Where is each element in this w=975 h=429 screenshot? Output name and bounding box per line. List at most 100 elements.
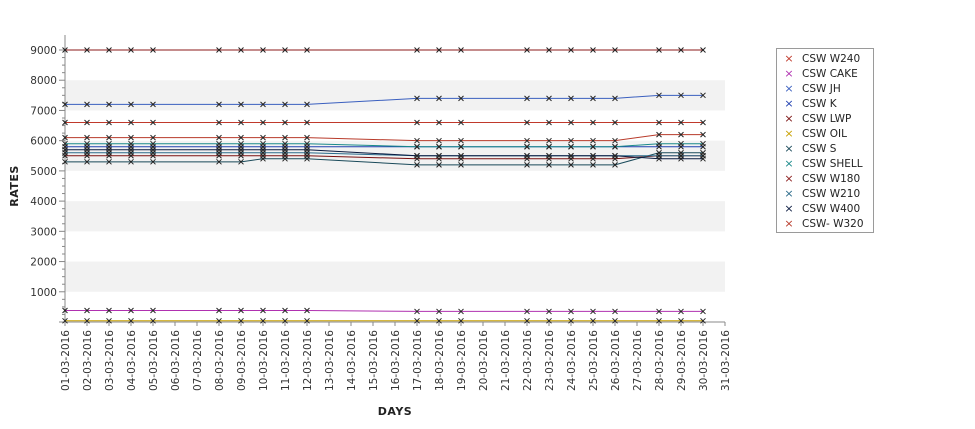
data-point: [458, 95, 464, 102]
x-tick-label: 29-03-2016: [676, 330, 688, 391]
x-tick-label: 18-03-2016: [434, 330, 446, 391]
data-point: [216, 134, 222, 141]
data-point: [436, 308, 442, 315]
x-tick-label: 26-03-2016: [610, 330, 622, 391]
y-tick-label: 1000: [30, 287, 57, 299]
data-point: [436, 95, 442, 102]
data-point: [84, 101, 90, 108]
data-point: [656, 317, 662, 324]
data-point: [436, 137, 442, 144]
data-point: [84, 134, 90, 141]
data-point: [238, 146, 244, 153]
data-point: [106, 140, 112, 147]
data-point: [414, 317, 420, 324]
data-point: [524, 119, 530, 126]
data-point: [612, 161, 618, 168]
data-point: [128, 317, 134, 324]
grid-band: [65, 201, 725, 232]
data-point: [150, 47, 156, 53]
legend-item: × CSW JH: [777, 81, 873, 96]
data-point: [128, 134, 134, 141]
data-point: [238, 140, 244, 147]
data-point: [700, 92, 706, 99]
x-tick-label: 01-03-2016: [60, 330, 72, 391]
data-point: [150, 134, 156, 141]
y-tick-label: 7000: [30, 105, 57, 117]
data-point: [414, 47, 420, 53]
data-point: [238, 317, 244, 324]
x-tick-label: 28-03-2016: [654, 330, 666, 391]
legend-marker-icon: ×: [784, 82, 794, 95]
data-point: [84, 317, 90, 324]
legend-marker-icon: ×: [784, 172, 794, 185]
x-axis: 01-03-2016 02-03-2016 03-03-2016 04-03-2016…: [60, 322, 732, 391]
legend-item: × CSW W210: [777, 186, 873, 201]
data-point: [524, 47, 530, 53]
x-tick-label: 05-03-2016: [148, 330, 160, 391]
data-point: [84, 146, 90, 153]
data-point: [612, 119, 618, 126]
data-point: [436, 317, 442, 324]
x-tick-label: 22-03-2016: [522, 330, 534, 391]
data-point: [216, 307, 222, 314]
legend-label: CSW SHELL: [802, 158, 863, 170]
data-point: [150, 146, 156, 153]
data-point: [546, 317, 552, 324]
data-point: [62, 140, 68, 147]
data-point: [458, 119, 464, 126]
data-point: [524, 317, 530, 324]
x-tick-label: 19-03-2016: [456, 330, 468, 391]
data-point: [62, 101, 68, 108]
data-point: [414, 137, 420, 144]
legend-marker-icon: ×: [784, 67, 794, 80]
data-point: [84, 47, 90, 53]
data-point: [304, 101, 310, 108]
data-point: [216, 140, 222, 147]
data-point: [106, 317, 112, 324]
data-point: [282, 307, 288, 314]
x-tick-label: 24-03-2016: [566, 330, 578, 391]
data-point: [106, 307, 112, 314]
legend-item: × CSW S: [777, 141, 873, 156]
data-point: [678, 119, 684, 126]
x-tick-label: 17-03-2016: [412, 330, 424, 391]
data-point: [304, 134, 310, 141]
data-point: [216, 146, 222, 153]
data-point: [436, 161, 442, 168]
data-point: [568, 152, 574, 159]
data-point: [656, 155, 662, 162]
data-point: [260, 101, 266, 108]
x-tick-label: 15-03-2016: [368, 330, 380, 391]
x-axis-title: DAYS: [378, 405, 412, 418]
data-point: [282, 47, 288, 53]
data-point: [524, 308, 530, 315]
data-point: [150, 158, 156, 165]
data-point: [546, 308, 552, 315]
data-point: [458, 137, 464, 144]
data-point: [304, 155, 310, 162]
data-point: [62, 307, 68, 314]
legend-label: CSW JH: [802, 83, 841, 95]
x-tick-label: 31-03-2016: [720, 330, 732, 391]
x-tick-label: 08-03-2016: [214, 330, 226, 391]
legend-marker-icon: ×: [784, 142, 794, 155]
data-point: [656, 308, 662, 315]
x-tick-label: 06-03-2016: [170, 330, 182, 391]
x-tick-label: 21-03-2016: [500, 330, 512, 391]
legend-marker-icon: ×: [784, 202, 794, 215]
data-point: [150, 307, 156, 314]
data-point: [260, 146, 266, 153]
data-point: [150, 101, 156, 108]
legend-marker-icon: ×: [784, 127, 794, 140]
x-tick-label: 27-03-2016: [632, 330, 644, 391]
data-point: [678, 92, 684, 99]
data-point: [304, 307, 310, 314]
y-tick-label: 8000: [30, 75, 57, 87]
data-point: [700, 47, 706, 53]
x-tick-label: 11-03-2016: [280, 330, 292, 391]
data-point: [106, 146, 112, 153]
data-point: [458, 161, 464, 168]
data-point: [700, 131, 706, 138]
data-point: [106, 101, 112, 108]
